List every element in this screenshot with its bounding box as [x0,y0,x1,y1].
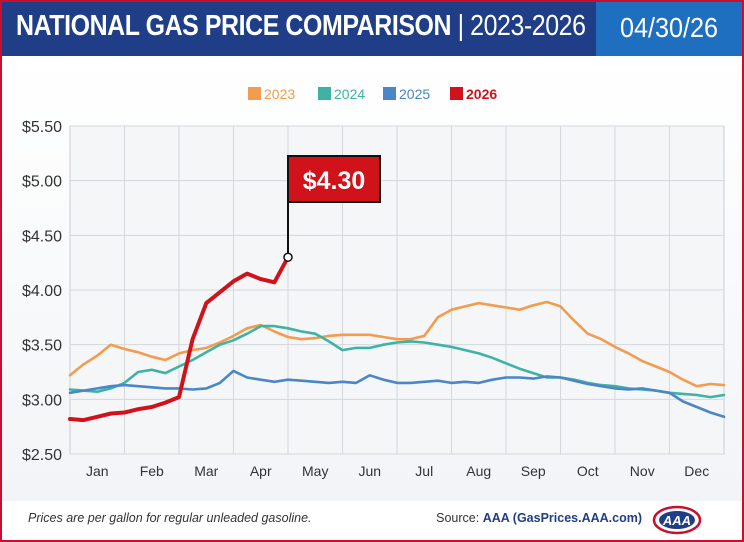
date-label: 04/30/26 [619,12,719,43]
aaa-logo-icon: AAA [652,505,702,535]
footnote: Prices are per gallon for regular unlead… [28,511,312,525]
aaa-logo-text: AAA [662,513,691,528]
chart-panel: $2.50 $3.00 $3.50 $4.00 $4.50 $5.00 $5.50 Jan F… [2,56,742,501]
series-line-2024 [68,324,726,399]
x-tick-labels: Jan Feb Mar Apr May Jun Jul Aug Sep Oct Nov Dec [86,463,709,479]
x-tick-label: Dec [684,463,709,479]
series-lines [68,255,726,423]
x-tick-label: Sep [521,463,546,479]
legend-label-2026: 2026 [466,86,497,102]
y-tick-label: $3.00 [22,392,62,409]
x-tick-label: Jan [86,463,109,479]
grid [70,125,724,455]
callout-point [283,252,293,262]
title-year-range: 2023-2026 [470,10,586,42]
callout-value: $4.30 [303,167,366,195]
legend: 2023 2024 2025 2026 [248,86,497,102]
legend-label-2023: 2023 [264,86,295,102]
x-tick-label: Apr [250,463,272,479]
legend-swatch-2025 [383,87,396,100]
legend-label-2025: 2025 [399,86,430,102]
y-tick-label: $5.50 [22,119,62,136]
y-tick-label: $4.50 [22,228,62,245]
source-prefix: Source: [436,511,483,525]
y-tick-label: $4.00 [22,283,62,300]
x-tick-label: Feb [140,463,164,479]
y-tick-labels: $2.50 $3.00 $3.50 $4.00 $4.50 $5.00 $5.50 [22,119,62,464]
callout: $4.30 [283,155,381,262]
x-tick-label: Nov [630,463,655,479]
y-tick-label: $5.00 [22,174,62,191]
x-tick-label: Aug [466,463,491,479]
x-tick-label: Jun [358,463,381,479]
title-main: NATIONAL GAS PRICE COMPARISON [16,10,452,42]
y-tick-label: $2.50 [22,447,62,464]
x-tick-label: Jul [415,463,433,479]
page-title: NATIONAL GAS PRICE COMPARISON | 2023-202… [16,10,586,43]
header-bar: NATIONAL GAS PRICE COMPARISON | 2023-202… [2,2,742,56]
legend-swatch-2026 [450,87,463,100]
x-tick-label: May [302,463,328,479]
series-line-2023 [68,300,726,388]
legend-swatch-2024 [318,87,331,100]
callout-box [287,155,381,203]
footer: Prices are per gallon for regular unlead… [2,501,742,540]
x-tick-label: Oct [577,463,599,479]
line-chart: $2.50 $3.00 $3.50 $4.00 $4.50 $5.00 $5.50 Jan F… [22,86,726,479]
source-credit: Source: AAA (GasPrices.AAA.com) [436,511,642,525]
series-line-2026 [68,255,290,423]
legend-swatch-2023 [248,87,261,100]
legend-label-2024: 2024 [334,86,365,102]
y-tick-label: $3.50 [22,338,62,355]
x-tick-label: Mar [194,463,218,479]
date-box: 04/30/26 [596,2,742,56]
title-separator: | [451,10,471,42]
source-name: AAA (GasPrices.AAA.com) [482,511,642,525]
